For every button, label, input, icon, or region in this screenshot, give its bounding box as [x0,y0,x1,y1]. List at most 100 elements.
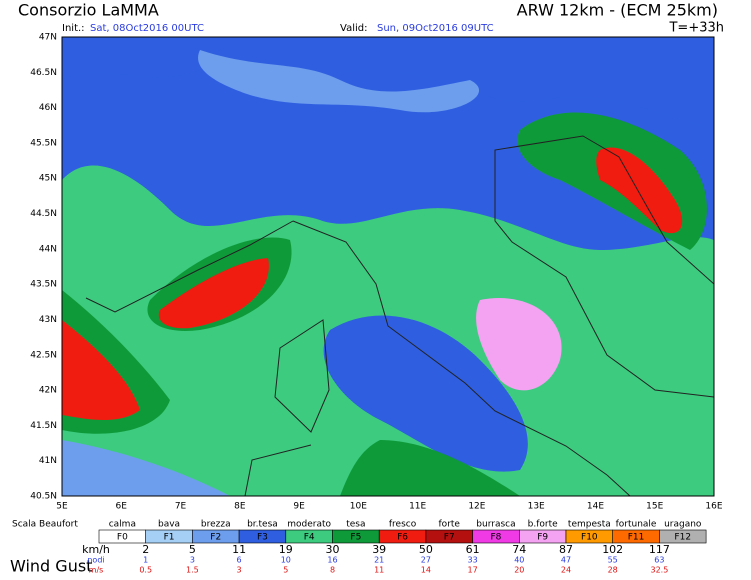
class-code: F1 [164,533,175,543]
class-code: F11 [628,533,645,543]
lon-label: 7E [175,502,187,512]
speed-value: 33 [468,556,478,565]
speed-value: 1.5 [186,566,199,575]
class-name: tesa [346,520,365,530]
lat-label: 43N [39,315,57,325]
speed-value: 61 [466,543,480,556]
class-code: F0 [117,533,128,543]
lon-label: 5E [56,502,68,512]
lon-label: 13E [528,502,545,512]
speed-value: 50 [419,543,433,556]
lon-label: 10E [350,502,367,512]
speed-value: 74 [512,543,526,556]
class-code: F12 [674,533,691,543]
class-swatch [659,529,707,544]
speed-value: 32.5 [650,566,668,575]
speed-value: 11 [232,543,246,556]
speed-value: 5 [283,566,288,575]
lon-label: 15E [646,502,663,512]
speed-value: 6 [237,556,242,565]
lat-label: 46N [39,103,57,113]
legend-title: Scala Beaufort [12,520,78,530]
speed-value: 11 [374,566,384,575]
speed-value: 17 [468,566,478,575]
class-code: F6 [397,533,408,543]
class-code: F4 [304,533,315,543]
lon-label: 14E [587,502,604,512]
lat-label: 46.5N [30,68,57,78]
class-name: br.tesa [247,520,278,530]
class-code: F5 [350,533,361,543]
class-code: F7 [444,533,455,543]
wind-map [62,37,714,496]
speed-value: 16 [327,556,337,565]
class-name: uragano [664,520,702,530]
valid-label: Valid: [340,23,367,34]
unit-label: km/h [82,543,110,556]
lat-label: 44N [39,244,57,254]
init-time: Sat, 08Oct2016 00UTC [90,23,204,34]
class-code: F8 [490,533,501,543]
lat-label: 45.5N [30,138,57,148]
lat-label: 42.5N [30,350,57,360]
init-label: Init.: [62,23,85,34]
class-name: moderato [287,520,331,530]
speed-value: 24 [561,566,571,575]
speed-value: 0.5 [139,566,152,575]
class-name: bava [158,520,180,530]
lon-label: 16E [705,502,722,512]
lon-label: 6E [116,502,128,512]
speed-value: 27 [421,556,431,565]
speed-value: 20 [514,566,524,575]
title: Consorzio LaMMA [18,1,159,20]
speed-value: 2 [142,543,149,556]
lon-label: 9E [293,502,305,512]
lat-label: 43.5N [30,280,57,290]
map-frame [61,36,715,497]
lat-label: 47N [39,33,57,43]
class-code: F9 [537,533,548,543]
lat-label: 41N [39,456,57,466]
lon-label: 8E [234,502,246,512]
speed-value: 28 [608,566,618,575]
speed-value: 21 [374,556,384,565]
lon-label: 12E [468,502,485,512]
model: ARW 12km - (ECM 25km) [517,1,718,20]
speed-value: 19 [279,543,293,556]
class-name: brezza [201,520,231,530]
speed-value: 55 [608,556,618,565]
speed-value: 10 [281,556,291,565]
caption: Wind Gust [10,557,92,576]
class-code: F2 [210,533,221,543]
speed-value: 39 [372,543,386,556]
speed-value: 1 [143,556,148,565]
speed-value: 8 [330,566,335,575]
speed-value: 3 [237,566,242,575]
class-code: F3 [257,533,268,543]
speed-value: 117 [649,543,670,556]
lat-label: 41.5N [30,421,57,431]
unit-label: nodi [87,556,104,565]
speed-value: 63 [654,556,664,565]
speed-value: 87 [559,543,573,556]
lon-label: 11E [409,502,426,512]
class-name: tempesta [568,520,611,530]
class-name: burrasca [476,520,515,530]
class-name: fortunale [616,520,657,530]
valid-time: Sun, 09Oct2016 09UTC [377,23,494,34]
speed-value: 3 [190,556,195,565]
lat-label: 42N [39,386,57,396]
class-code: F10 [581,533,598,543]
class-name: b.forte [528,520,558,530]
class-name: calma [109,520,136,530]
speed-value: 102 [602,543,623,556]
lat-label: 44.5N [30,209,57,219]
lat-label: 40.5N [30,492,57,502]
class-name: fresco [389,520,417,530]
speed-value: 5 [189,543,196,556]
unit-label: m/s [89,566,104,575]
lat-label: 45N [39,174,57,184]
class-name: forte [439,520,461,530]
speed-value: 47 [561,556,571,565]
